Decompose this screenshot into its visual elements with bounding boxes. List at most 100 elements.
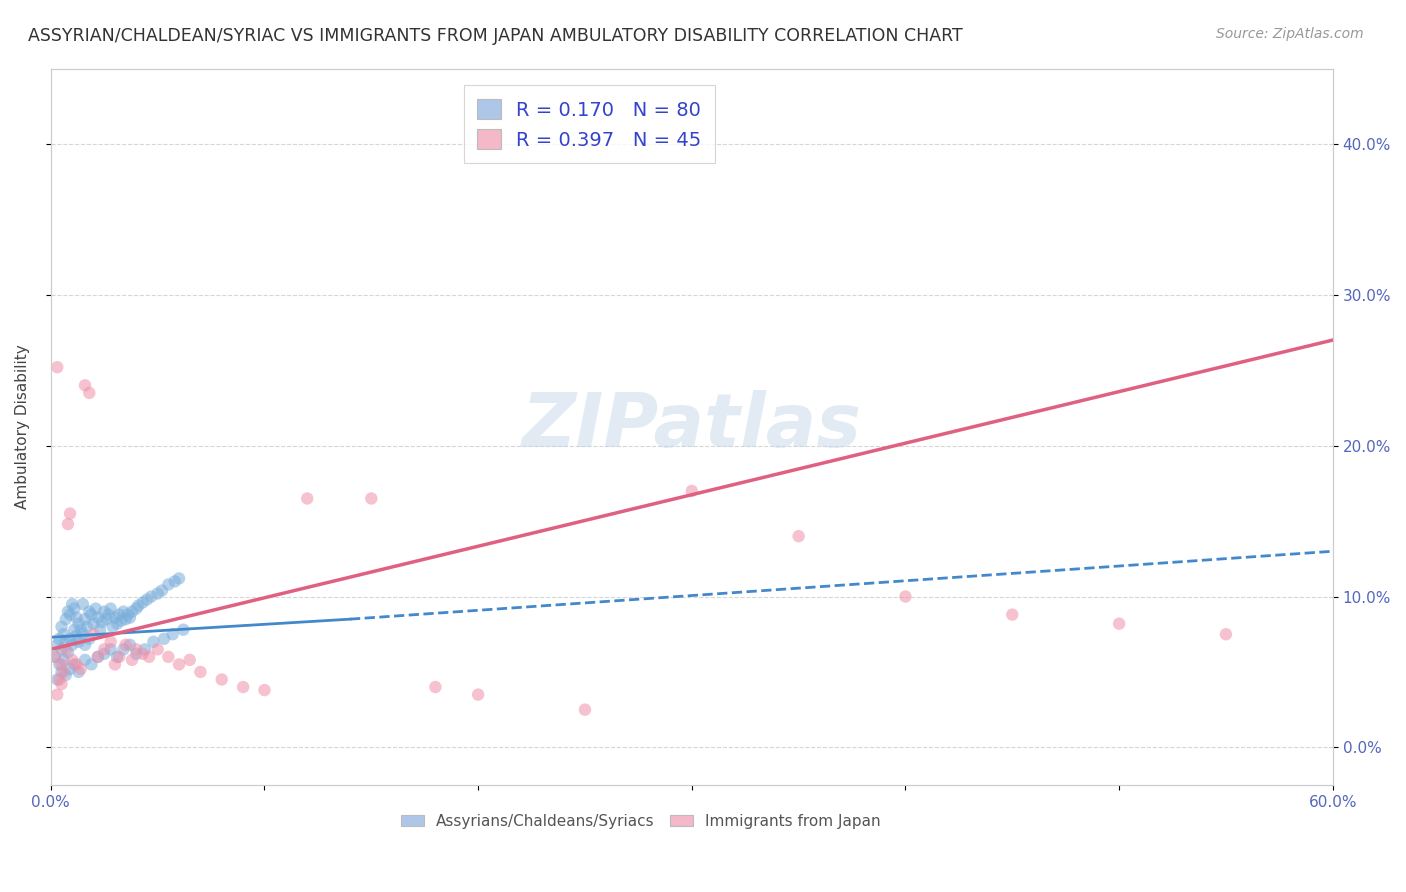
Point [52, 653, 75, 667]
Point [80, 607, 103, 622]
Point [172, 623, 194, 637]
Point [104, 610, 127, 624]
Point [44, 649, 66, 664]
Point [83, 616, 105, 631]
Point [60, 638, 83, 652]
Point [167, 571, 190, 585]
Point [56, 517, 79, 532]
Point [134, 642, 156, 657]
Point [46, 688, 69, 702]
Point [142, 634, 165, 648]
Point [121, 605, 143, 619]
Point [163, 574, 186, 589]
Point [56, 605, 79, 619]
Legend: Assyrians/Chaldeans/Syriacs, Immigrants from Japan: Assyrians/Chaldeans/Syriacs, Immigrants … [395, 807, 887, 835]
Point [63, 657, 86, 672]
Point [55, 668, 77, 682]
Point [150, 583, 173, 598]
Point [100, 642, 122, 657]
Point [67, 634, 90, 648]
Point [108, 649, 131, 664]
Y-axis label: Ambulatory Disability: Ambulatory Disability [15, 344, 30, 509]
Point [65, 610, 87, 624]
Point [211, 673, 233, 687]
Point [48, 657, 70, 672]
Point [131, 596, 153, 610]
Point [232, 680, 254, 694]
Point [114, 612, 136, 626]
Point [108, 607, 131, 622]
Point [80, 657, 103, 672]
Point [112, 605, 135, 619]
Point [51, 620, 73, 634]
Point [125, 642, 148, 657]
Point [69, 662, 91, 676]
Point [79, 385, 101, 400]
Point [110, 614, 132, 628]
Point [101, 620, 124, 634]
Point [87, 649, 110, 664]
Point [253, 683, 276, 698]
Point [894, 590, 917, 604]
Text: ASSYRIAN/CHALDEAN/SYRIAC VS IMMIGRANTS FROM JAPAN AMBULATORY DISABILITY CORRELAT: ASSYRIAN/CHALDEAN/SYRIAC VS IMMIGRANTS F… [28, 27, 963, 45]
Point [114, 638, 136, 652]
Point [93, 647, 115, 661]
Point [97, 607, 120, 622]
Point [51, 677, 73, 691]
Point [60, 653, 83, 667]
Point [51, 642, 73, 657]
Point [48, 673, 70, 687]
Point [87, 649, 110, 664]
Point [60, 597, 83, 611]
Point [44, 649, 66, 664]
Point [65, 657, 87, 672]
Point [69, 623, 91, 637]
Point [51, 657, 73, 672]
Point [467, 688, 489, 702]
Point [59, 632, 82, 646]
Point [76, 620, 98, 634]
Point [146, 642, 169, 657]
Point [105, 616, 128, 631]
Point [360, 491, 382, 506]
Point [46, 673, 69, 687]
Point [1108, 616, 1130, 631]
Point [46, 638, 69, 652]
Point [127, 599, 149, 613]
Point [72, 597, 94, 611]
Point [105, 649, 128, 664]
Point [125, 601, 148, 615]
Point [100, 601, 122, 615]
Point [121, 653, 143, 667]
Point [63, 601, 86, 615]
Point [55, 612, 77, 626]
Point [138, 649, 160, 664]
Point [48, 632, 70, 646]
Point [67, 616, 90, 631]
Point [1215, 627, 1237, 641]
Point [153, 632, 176, 646]
Point [125, 647, 148, 661]
Point [56, 645, 79, 659]
Point [297, 491, 319, 506]
Point [425, 680, 447, 694]
Point [162, 627, 184, 641]
Point [96, 612, 118, 626]
Point [84, 601, 107, 615]
Point [73, 638, 96, 652]
Point [91, 615, 114, 629]
Point [73, 653, 96, 667]
Point [52, 627, 75, 641]
Point [681, 483, 703, 498]
Point [118, 638, 141, 652]
Point [59, 607, 82, 622]
Point [104, 657, 127, 672]
Point [179, 653, 201, 667]
Point [46, 360, 69, 375]
Point [190, 665, 212, 679]
Point [787, 529, 810, 543]
Point [87, 610, 110, 624]
Point [136, 592, 159, 607]
Point [65, 629, 87, 643]
Point [112, 642, 135, 657]
